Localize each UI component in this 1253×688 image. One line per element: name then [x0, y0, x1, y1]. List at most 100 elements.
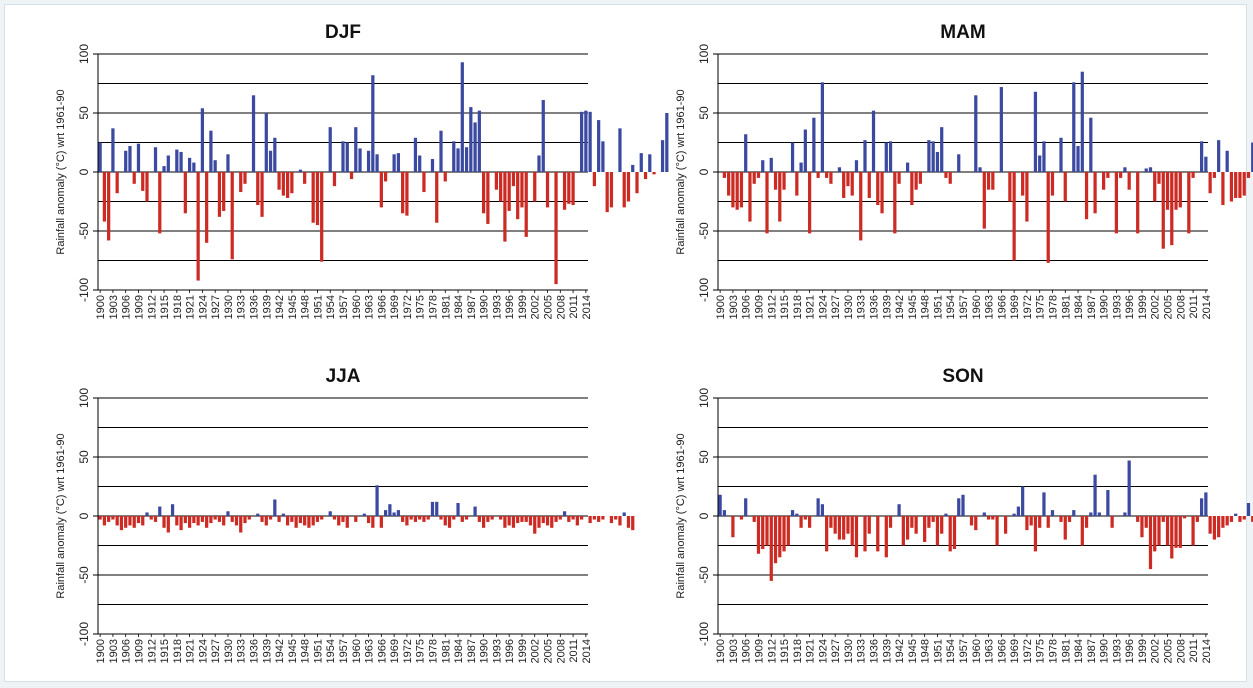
y-tick-label: -100 — [697, 278, 711, 302]
bar — [303, 516, 306, 525]
bar — [791, 510, 794, 516]
bar — [128, 146, 131, 172]
bar — [329, 127, 332, 172]
bar — [880, 172, 883, 213]
bar — [740, 172, 743, 207]
bar — [116, 516, 119, 525]
bar — [286, 172, 289, 198]
x-tick-label: 1939 — [881, 639, 893, 663]
bar — [269, 516, 272, 520]
bar — [851, 516, 854, 546]
bar — [1128, 172, 1131, 190]
bar — [495, 172, 498, 190]
x-tick-label: 1960 — [971, 639, 983, 663]
bar — [222, 516, 225, 525]
bar — [439, 131, 442, 172]
bar — [770, 158, 773, 172]
bar — [1145, 168, 1148, 172]
bar — [851, 172, 854, 196]
bar — [1136, 172, 1139, 233]
bar — [346, 516, 349, 528]
bar — [1140, 516, 1143, 537]
bar — [846, 172, 849, 186]
bar — [932, 516, 935, 522]
bar — [473, 122, 476, 172]
bar — [932, 141, 935, 172]
bar — [277, 516, 280, 522]
bar — [1034, 516, 1037, 551]
bar — [753, 516, 756, 522]
x-tick-label: 1918 — [172, 639, 184, 663]
bar — [486, 172, 489, 224]
bar — [145, 172, 148, 202]
bar — [1089, 118, 1092, 172]
bar — [987, 172, 990, 190]
bar — [1149, 167, 1152, 172]
x-tick-label: 2005 — [1163, 639, 1175, 663]
bar — [1213, 172, 1216, 178]
x-tick-label: 1927 — [830, 295, 842, 319]
x-tick-label: 1933 — [236, 639, 248, 663]
x-tick-label: 1909 — [753, 295, 765, 319]
x-tick-label: 1906 — [741, 295, 753, 319]
bar — [533, 172, 536, 202]
bar — [876, 516, 879, 551]
x-tick-label: 1957 — [958, 639, 970, 663]
bar — [282, 514, 285, 516]
x-tick-label: 1936 — [249, 639, 261, 663]
bar — [179, 152, 182, 172]
bar — [1191, 172, 1194, 178]
bar — [949, 516, 952, 551]
bar — [133, 516, 136, 528]
x-tick-label: 1951 — [312, 639, 324, 663]
x-tick-label: 1993 — [491, 639, 503, 663]
bar — [782, 172, 785, 190]
bar — [508, 172, 511, 211]
x-tick-label: 1978 — [1047, 639, 1059, 663]
x-tick-label: 1909 — [753, 639, 765, 663]
bar — [744, 498, 747, 516]
x-tick-label: 1936 — [249, 295, 261, 319]
bar — [226, 154, 229, 172]
bar — [478, 516, 481, 522]
chart-title: DJF — [325, 22, 361, 43]
bar — [991, 516, 994, 520]
x-tick-label: 1996 — [1124, 295, 1136, 319]
bar — [978, 167, 981, 172]
bar — [799, 516, 802, 528]
bar — [825, 516, 828, 551]
x-tick-label: 2002 — [530, 295, 542, 319]
bar — [1187, 172, 1190, 233]
bar — [461, 516, 464, 522]
bar — [175, 150, 178, 172]
chart-mam: MAM -100 -50 0 50 100 Rainfall anomaly (°C) wr… — [620, 0, 1240, 344]
bar — [723, 172, 726, 178]
bar — [209, 131, 212, 172]
x-tick-label: 1906 — [741, 639, 753, 663]
bar — [1123, 512, 1126, 516]
bar — [1243, 172, 1246, 196]
bar — [226, 511, 229, 516]
bar — [418, 516, 421, 520]
bar — [439, 516, 442, 520]
y-axis-title: Rainfall anomaly (°C) wrt 1961-90 — [675, 89, 687, 254]
bar — [414, 138, 417, 172]
bar — [1234, 172, 1237, 198]
bar — [834, 516, 837, 534]
x-tick-label: 1906 — [121, 295, 133, 319]
bar — [1047, 172, 1050, 263]
bar — [753, 172, 756, 184]
bar — [983, 172, 986, 229]
bar — [915, 172, 918, 190]
bar — [1051, 172, 1054, 196]
bar — [435, 502, 438, 516]
y-tick-label: 0 — [697, 512, 711, 519]
bar — [537, 516, 540, 528]
bar — [1213, 516, 1216, 540]
bar — [740, 516, 743, 520]
x-tick-label: 1966 — [376, 639, 388, 663]
bar — [1013, 514, 1016, 516]
bar — [546, 516, 549, 525]
x-tick-label: 1975 — [415, 295, 427, 319]
bar — [341, 516, 344, 522]
